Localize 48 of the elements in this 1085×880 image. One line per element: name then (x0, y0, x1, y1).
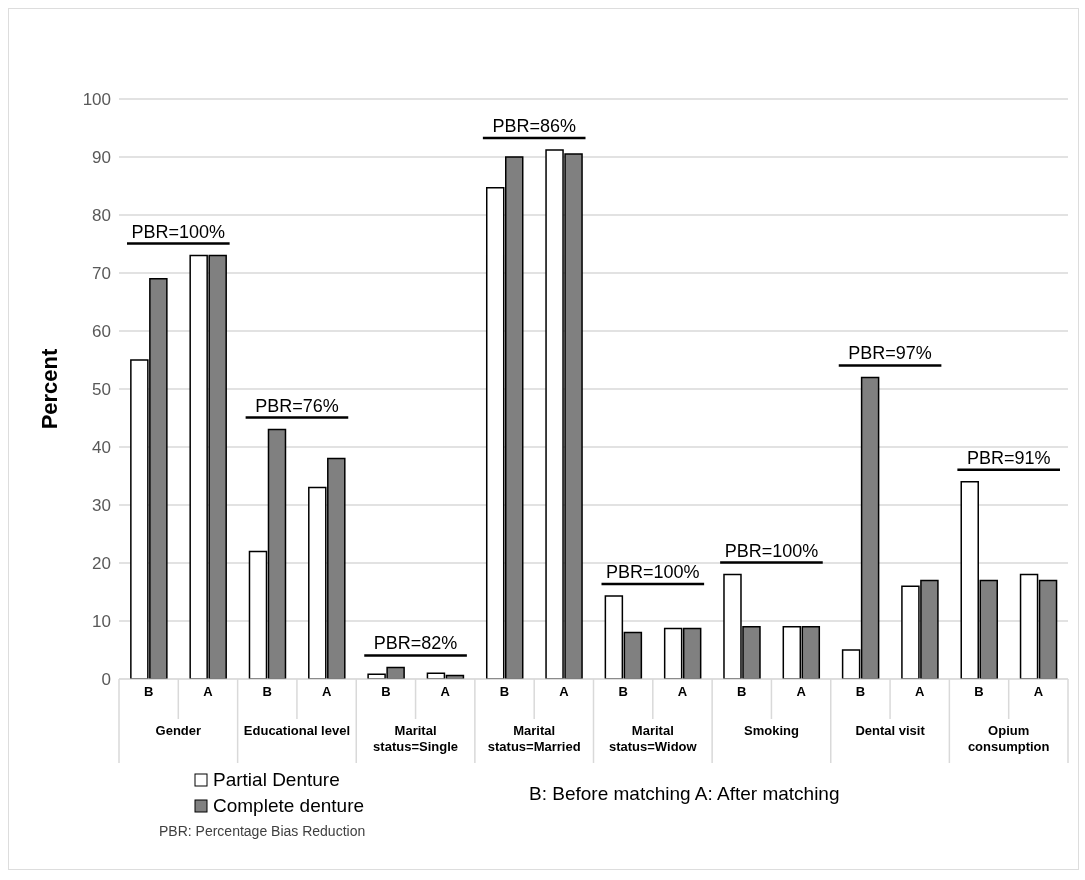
text: Opium consumption (966, 723, 1051, 755)
y-tick-label: 80 (92, 206, 111, 226)
x-tick-label: B (618, 684, 628, 700)
text: Marital status=Married (486, 723, 582, 755)
x-tick-label: B (143, 684, 154, 700)
annotation: PBR=82% (373, 633, 458, 654)
legend-label: Complete denture (213, 795, 365, 817)
y-tick-label: 30 (92, 496, 111, 516)
text: Gender (154, 723, 203, 739)
x-tick-label: A (559, 684, 570, 700)
x-tick-label: A (203, 684, 214, 700)
x-tick-label: B (499, 684, 510, 700)
text: Dental visit (854, 723, 926, 739)
x-tick-label: A (677, 684, 688, 700)
y-tick-label: 90 (92, 148, 111, 168)
text: Marital status=Single (372, 723, 459, 755)
x-tick-label: A (796, 684, 807, 700)
annotation: PBR=76% (255, 395, 339, 416)
x-tick-label: A (321, 684, 332, 700)
y-tick-label: 70 (92, 264, 111, 284)
y-tick-label: 10 (92, 612, 111, 632)
x-tick-label: A (440, 684, 451, 700)
text: B: Before matching A: After matching (529, 783, 840, 805)
annotation: PBR=100% (724, 540, 819, 561)
y-tick-label: 40 (92, 438, 111, 458)
x-tick-label: B (974, 684, 984, 700)
legend-label: Partial Denture (213, 769, 340, 791)
x-tick-label: B (381, 684, 391, 700)
y-tick-label: 0 (101, 670, 111, 690)
x-tick-label: A (915, 684, 926, 700)
text: Smoking (743, 723, 800, 739)
x-tick-label: B (855, 684, 866, 700)
x-tick-label: B (737, 684, 747, 700)
x-tick-label: A (1033, 684, 1044, 700)
x-tick-label: B (262, 684, 272, 700)
annotation: PBR=86% (492, 116, 576, 137)
text: PBR: Percentage Bias Reduction (159, 823, 366, 839)
annotation: PBR=100% (606, 562, 700, 583)
annotation: PBR=91% (966, 447, 1051, 468)
text: Marital status=Widow (608, 723, 698, 755)
y-axis-title: Percent (36, 347, 62, 430)
text: Educational level (242, 723, 352, 739)
annotation: PBR=97% (848, 343, 932, 364)
annotation: PBR=100% (131, 221, 226, 242)
y-tick-label: 100 (82, 90, 111, 110)
y-tick-label: 50 (92, 380, 111, 400)
y-tick-label: 60 (92, 322, 111, 342)
y-tick-label: 20 (92, 554, 111, 574)
